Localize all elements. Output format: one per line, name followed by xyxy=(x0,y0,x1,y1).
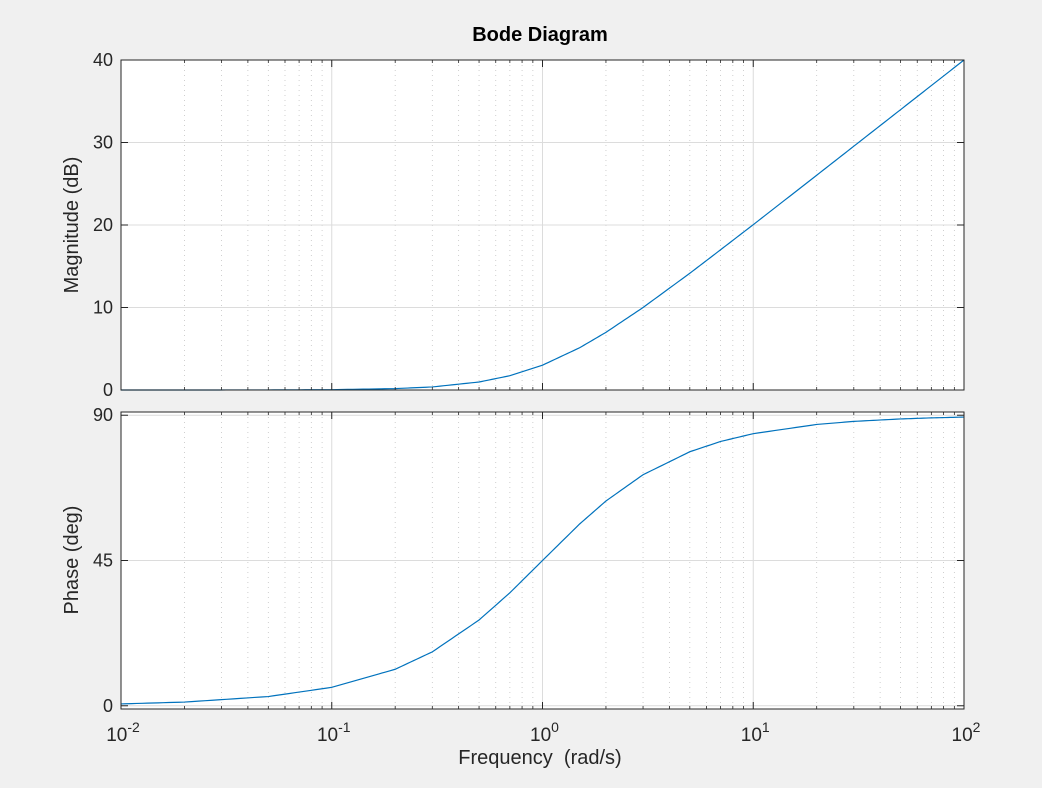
x-tick-label: 101 xyxy=(741,719,770,746)
magnitude-ticks xyxy=(120,59,965,391)
y-tick-label: 40 xyxy=(93,50,113,70)
y-tick-label: 30 xyxy=(93,133,113,153)
y-tick-label: 90 xyxy=(93,405,113,425)
y-tick-label: 0 xyxy=(103,696,113,716)
phase-y-axis-label: Phase (deg) xyxy=(61,506,83,615)
x-axis-label: Frequency (rad/s) xyxy=(458,747,621,769)
phase-y-tick-labels: 0 45 90 xyxy=(93,405,113,716)
x-tick-label: 10-1 xyxy=(317,719,351,746)
x-tick-label: 10-2 xyxy=(106,719,140,746)
x-tick-label: 100 xyxy=(530,719,559,746)
magnitude-grid xyxy=(121,60,964,390)
x-tick-label: 102 xyxy=(952,719,981,746)
x-tick-labels: 10-2 10-1 100 101 102 xyxy=(106,719,980,746)
y-tick-label: 0 xyxy=(103,380,113,400)
chart-title: Bode Diagram xyxy=(472,24,608,46)
y-tick-label: 10 xyxy=(93,298,113,318)
magnitude-panel: 0 10 20 30 40 Magnitude (dB) xyxy=(61,50,965,400)
magnitude-y-tick-labels: 0 10 20 30 40 xyxy=(93,50,113,400)
phase-panel: 0 45 90 Phase (deg) xyxy=(61,405,965,716)
y-tick-label: 20 xyxy=(93,215,113,235)
phase-ticks xyxy=(120,412,965,709)
y-tick-label: 45 xyxy=(93,551,113,571)
magnitude-y-axis-label: Magnitude (dB) xyxy=(61,157,83,294)
magnitude-line xyxy=(121,59,965,391)
phase-line xyxy=(120,416,965,705)
